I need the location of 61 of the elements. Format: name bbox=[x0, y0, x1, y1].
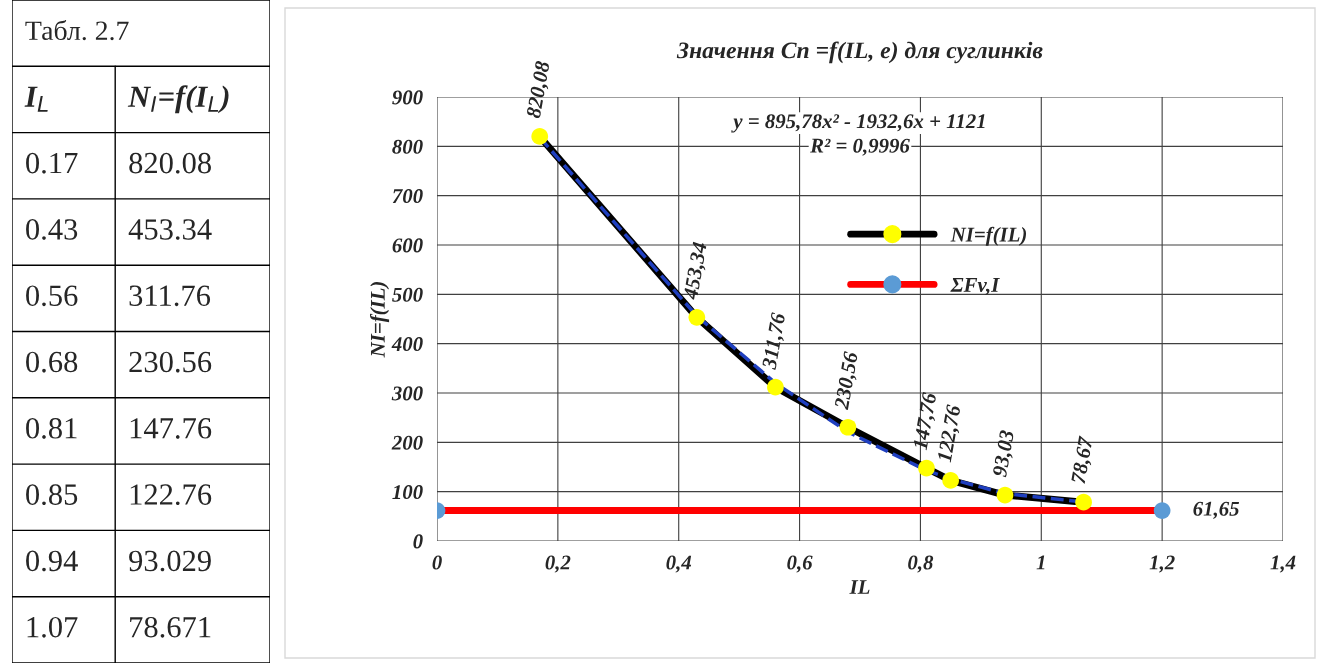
data-label: 122,76 bbox=[937, 404, 964, 464]
data-label: 311,76 bbox=[761, 312, 789, 371]
text: 0.85 bbox=[26, 484, 78, 506]
y-tick-label: 200 bbox=[391, 435, 423, 450]
text: 122.76 bbox=[130, 484, 212, 506]
text: 93.029 bbox=[129, 550, 211, 572]
point bbox=[767, 378, 784, 396]
text: 820.08 bbox=[129, 152, 211, 174]
x-tick-label: 0,2 bbox=[545, 555, 571, 573]
text: 0.81 bbox=[26, 417, 77, 439]
text: 78.671 bbox=[130, 616, 211, 638]
point bbox=[942, 472, 959, 489]
text: 0.43 bbox=[26, 219, 78, 240]
text: 0.56 bbox=[26, 285, 78, 307]
y-tick-label: 600 bbox=[392, 238, 423, 253]
data-label: 78,67 bbox=[1070, 435, 1096, 485]
x-tick-label: 0 bbox=[432, 555, 442, 570]
x-tick-label: 1,4 bbox=[1270, 555, 1296, 573]
text: 0.94 bbox=[26, 550, 78, 572]
point bbox=[531, 128, 549, 145]
y-tick-label: 700 bbox=[392, 189, 423, 204]
data-label: 453,34 bbox=[683, 241, 710, 301]
y-tick-label: 0 bbox=[413, 534, 423, 549]
data-label: 230,56 bbox=[834, 350, 861, 411]
x-tick-label: 0,4 bbox=[666, 555, 692, 573]
point bbox=[839, 418, 857, 436]
y-tick-label: 900 bbox=[392, 90, 423, 105]
x-tick-label: 0,6 bbox=[787, 555, 813, 573]
legend-label: NI=f(IL) bbox=[950, 226, 1027, 246]
text: Табл. 2.7 bbox=[25, 19, 129, 41]
text: 230.56 bbox=[129, 351, 212, 373]
data-label: 93,03 bbox=[992, 429, 1018, 478]
y-tick-label: 500 bbox=[392, 287, 423, 302]
point bbox=[688, 309, 706, 326]
data-label: 147,76 bbox=[912, 391, 937, 451]
text: 0.68 bbox=[26, 351, 78, 373]
data-label: 61,65 bbox=[1193, 501, 1240, 519]
chart-title: Значення Cn =f(IL, e) для суглинків bbox=[676, 41, 1043, 64]
y-tick-label: 300 bbox=[391, 386, 423, 401]
x-tick-label: 1 bbox=[1036, 555, 1045, 570]
x-axis-title: IL bbox=[849, 580, 870, 594]
y-tick-label: 100 bbox=[392, 485, 423, 500]
x-tick-label: 0,8 bbox=[908, 555, 934, 573]
text: 311.76 bbox=[129, 285, 211, 307]
y-tick-label: 400 bbox=[391, 337, 423, 352]
point bbox=[1075, 493, 1092, 511]
text: N$_{I}$=f(I$_{L}$) bbox=[127, 85, 229, 114]
data-label: 820,08 bbox=[526, 60, 553, 120]
text: 453.34 bbox=[128, 219, 212, 240]
point bbox=[918, 459, 935, 477]
text: 147.76 bbox=[130, 418, 212, 439]
y-tick-label: 800 bbox=[392, 139, 423, 154]
text: I$_{L}$ bbox=[24, 86, 48, 112]
x-tick-label: 1,2 bbox=[1149, 555, 1175, 573]
annotation: y = 895,78x² - 1932,6x + 1121 bbox=[731, 114, 985, 133]
annotation: R² = 0,9996 bbox=[810, 138, 910, 156]
text: 0.17 bbox=[26, 152, 78, 174]
text: 1.07 bbox=[27, 616, 78, 638]
y-axis-title: NI=f(IL) bbox=[369, 282, 390, 358]
legend-label: ΣFv,I bbox=[950, 278, 1000, 295]
point bbox=[996, 486, 1014, 504]
